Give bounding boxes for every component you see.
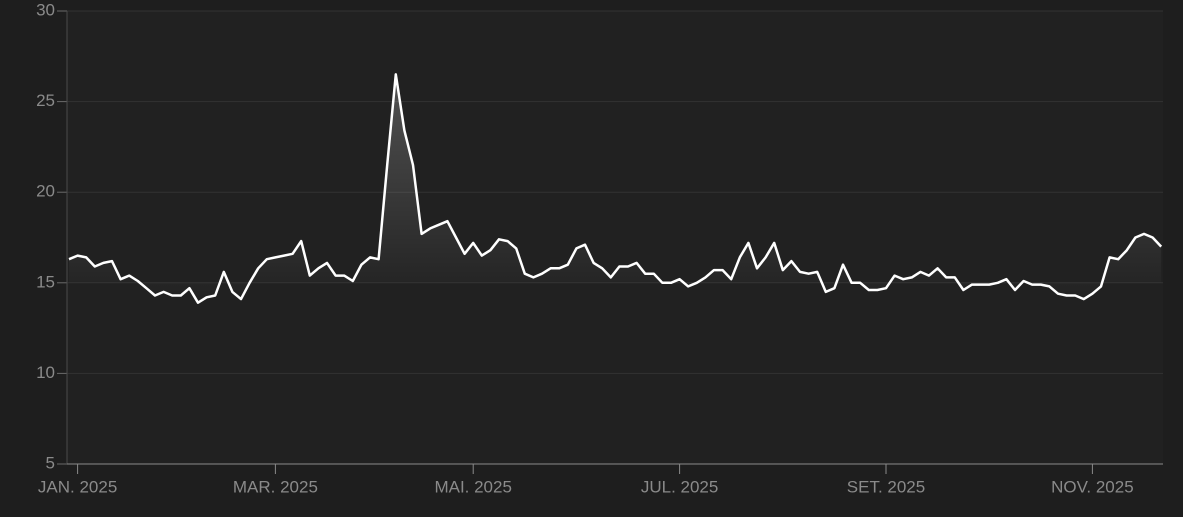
line bbox=[68, 73, 1163, 304]
x-tick-label: MAI. 2025 bbox=[434, 477, 512, 496]
x-tick-label: MAR. 2025 bbox=[233, 477, 318, 496]
y-tick-label: 30 bbox=[36, 0, 55, 19]
x-tick-label: NOV. 2025 bbox=[1051, 477, 1134, 496]
y-tick-label: 20 bbox=[36, 182, 55, 201]
y-tick-label: 25 bbox=[36, 91, 55, 110]
y-tick-label: 5 bbox=[46, 453, 55, 472]
x-tick-label: SET. 2025 bbox=[847, 477, 925, 496]
y-tick-label: 15 bbox=[36, 272, 55, 291]
plot-area bbox=[67, 11, 1163, 464]
y-tick-label: 10 bbox=[36, 363, 55, 382]
x-tick-label: JUL. 2025 bbox=[641, 477, 719, 496]
x-tick-label: JAN. 2025 bbox=[38, 477, 117, 496]
